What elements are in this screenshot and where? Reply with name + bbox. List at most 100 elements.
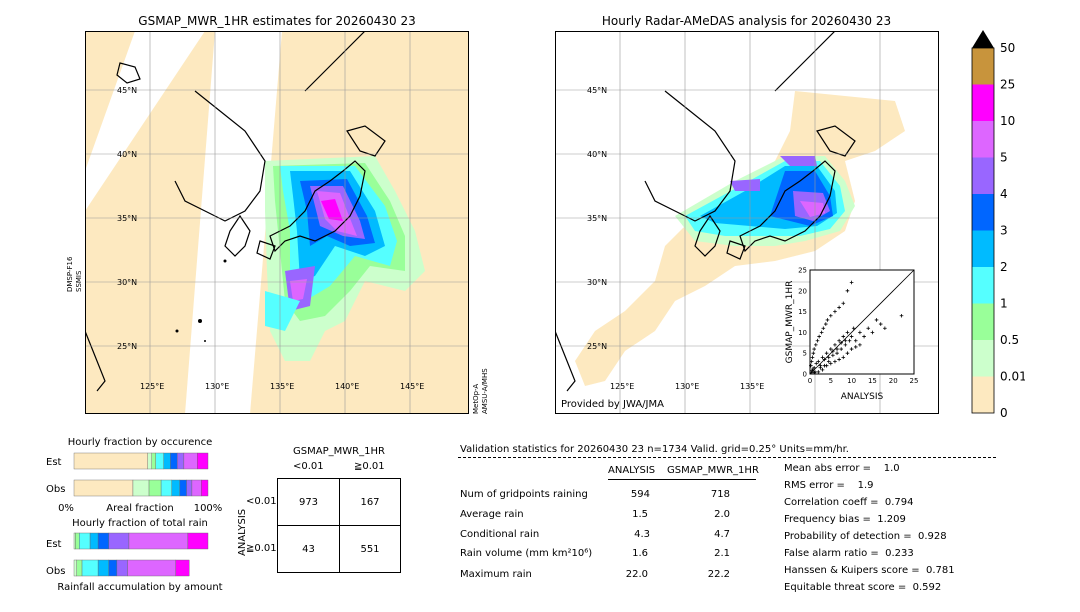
- scatter-point: [853, 345, 858, 349]
- scatter-point: [849, 280, 854, 285]
- stack-segment: [76, 559, 83, 577]
- left-map: 45°N 40°N 35°N 30°N 25°N 125°E 130°E 135…: [85, 31, 469, 414]
- stack-segment: [197, 452, 209, 470]
- left-lat-30: 30°N: [117, 278, 137, 287]
- contingency-col-1: ≧0.01: [354, 461, 385, 472]
- contingency-cell-00: 973: [298, 497, 319, 508]
- stack-segment: [183, 452, 198, 470]
- scatter-point: [817, 334, 821, 339]
- stack-segment: [127, 559, 177, 577]
- scatter-point: [826, 359, 831, 364]
- scatter-point: [837, 305, 841, 310]
- colorbar-block: [972, 303, 994, 340]
- colorbar-block: [972, 121, 994, 158]
- scatter-point: [839, 347, 843, 351]
- scatter-point: [821, 326, 826, 331]
- stack-segment: [191, 479, 202, 497]
- left-lon-135: 135°E: [270, 382, 294, 391]
- contingency-grid: 973 167 43 551: [277, 478, 401, 573]
- colorbar-level: 2: [1000, 260, 1008, 274]
- colorbar: 50 25 10 5 4 3 2 1 0.5 0.01 0: [971, 30, 1025, 418]
- scatter-point: [831, 353, 835, 358]
- stack-segment: [97, 559, 110, 577]
- left-lat-45: 45°N: [117, 86, 137, 95]
- scatter-point: [815, 338, 820, 343]
- colorbar-block: [972, 157, 994, 194]
- scatter-point: [866, 326, 871, 331]
- scatter-point: [826, 355, 831, 360]
- stack-segment: [186, 479, 193, 497]
- scatter-point: [858, 330, 862, 335]
- inset-ytick: 0: [803, 371, 807, 379]
- inset-ylabel: GSMAP_MWR_1HR: [785, 281, 795, 364]
- colorbar-block: [972, 194, 994, 231]
- scatter-point: [824, 363, 829, 368]
- scatter-point: [870, 330, 875, 335]
- validation-row-4-a: 22.0: [625, 569, 648, 580]
- inset-diagonal: [809, 269, 915, 375]
- scatter-point: [845, 351, 850, 355]
- contingency-title: GSMAP_MWR_1HR: [293, 446, 385, 457]
- left-sat-label: DMSP-F16 SSMIS: [66, 256, 83, 292]
- contingency-col-0: <0.01: [293, 461, 324, 472]
- scatter-point: [816, 370, 821, 374]
- stack-segment: [108, 559, 118, 577]
- validation-row-3-label: Rain volume (mm km²10⁶): [460, 548, 593, 559]
- scatter-point: [837, 338, 841, 343]
- inset-points: [809, 280, 904, 375]
- right-lon-130: 130°E: [675, 382, 699, 391]
- right-map-title: Hourly Radar-AMeDAS analysis for 2026043…: [601, 14, 892, 28]
- score-2: Correlation coeff = 0.794: [784, 497, 914, 508]
- stack-segment: [73, 532, 76, 550]
- occurrence-xtick-left: 0%: [58, 503, 74, 514]
- occurrence-cat-est: Est: [46, 457, 62, 468]
- validation-col-underline: [608, 479, 756, 480]
- scatter-point: [878, 322, 883, 326]
- colorbar-level: 0: [1000, 406, 1008, 418]
- validation-row-2-g: 4.7: [714, 529, 730, 540]
- validation-col-gsmap: GSMAP_MWR_1HR: [667, 465, 759, 476]
- validation-row-3-g: 2.1: [714, 548, 730, 559]
- stack-segment: [81, 559, 99, 577]
- colorbar-block: [972, 340, 994, 377]
- score-6: Hanssen & Kuipers score = 0.781: [784, 565, 955, 576]
- stack-segment: [170, 452, 178, 470]
- inset-ytick: 10: [798, 329, 807, 337]
- scatter-point: [874, 318, 879, 322]
- validation-row-0-label: Num of gridpoints raining: [460, 489, 588, 500]
- scatter-point: [883, 326, 887, 331]
- right-sat-label: MetOp-A AMSU-A/MHS: [472, 368, 489, 414]
- scatter-point: [835, 351, 839, 355]
- scatter-point: [824, 322, 828, 326]
- inset-ytick: 25: [798, 267, 807, 275]
- scatter-point: [845, 289, 850, 293]
- left-lon-140: 140°E: [335, 382, 359, 391]
- right-lat-30: 30°N: [587, 278, 607, 287]
- contingency-cell-11: 551: [360, 544, 380, 555]
- stack-segment: [176, 452, 185, 470]
- radar-credit: Provided by JWA/JMA: [561, 399, 664, 410]
- occurrence-title: Hourly fraction by occurence: [67, 437, 213, 448]
- scatter-point: [824, 351, 829, 355]
- inset-ytick: 5: [803, 350, 807, 358]
- score-4: Probability of detection = 0.928: [784, 531, 947, 542]
- scatter-point: [809, 370, 814, 375]
- stack-segment: [163, 452, 171, 470]
- scatter-point: [833, 309, 837, 314]
- occurrence-xlabel: Areal fraction: [106, 503, 173, 514]
- colorbar-level: 5: [1000, 151, 1008, 165]
- left-lat-40: 40°N: [117, 150, 137, 159]
- stack-segment: [201, 479, 209, 497]
- left-grid: [85, 31, 469, 414]
- score-7: Equitable threat score = 0.592: [784, 582, 942, 593]
- scatter-point: [833, 343, 837, 347]
- stack-segment: [89, 532, 99, 550]
- stack-segment: [75, 532, 80, 550]
- left-lon-125: 125°E: [140, 382, 164, 391]
- stack-segment: [175, 559, 190, 577]
- right-lat-25: 25°N: [587, 342, 607, 351]
- stack-segment: [132, 479, 150, 497]
- left-lat-35: 35°N: [117, 214, 137, 223]
- contingency-row-0: <0.01: [246, 496, 277, 507]
- scatter-point: [809, 363, 813, 368]
